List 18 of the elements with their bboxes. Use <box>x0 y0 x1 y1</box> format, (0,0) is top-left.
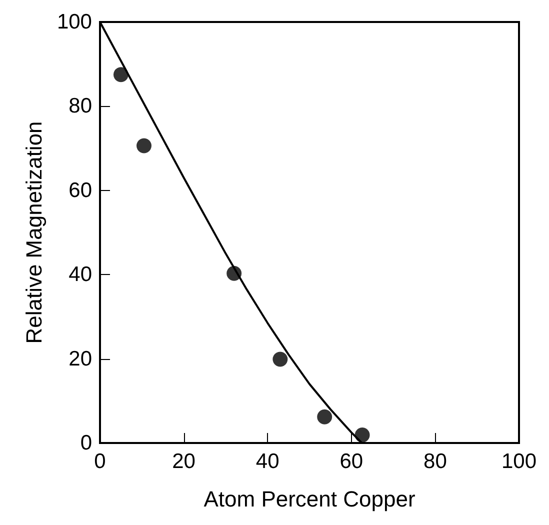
x-tick-label: 0 <box>94 450 106 473</box>
y-tick-label: 80 <box>68 94 92 118</box>
point <box>113 67 128 82</box>
x-tick-label: 80 <box>424 450 447 473</box>
x-tick-label: 100 <box>501 450 537 473</box>
x-tick-label: 40 <box>256 450 280 473</box>
y-tick-label: 40 <box>68 263 92 286</box>
point <box>136 138 152 154</box>
x-axis-title: Atom Percent Copper <box>204 486 416 512</box>
point <box>272 352 288 367</box>
x-tick-label: 20 <box>172 450 196 473</box>
point <box>317 409 332 424</box>
y-axis-title: Relative Magnetization <box>22 121 46 344</box>
y-tick-label: 100 <box>56 10 92 34</box>
y-tick-label: 0 <box>80 432 92 454</box>
y-tick-label: 20 <box>68 347 92 370</box>
x-tick-label: 60 <box>340 450 364 473</box>
y-tick-label: 60 <box>68 178 92 202</box>
